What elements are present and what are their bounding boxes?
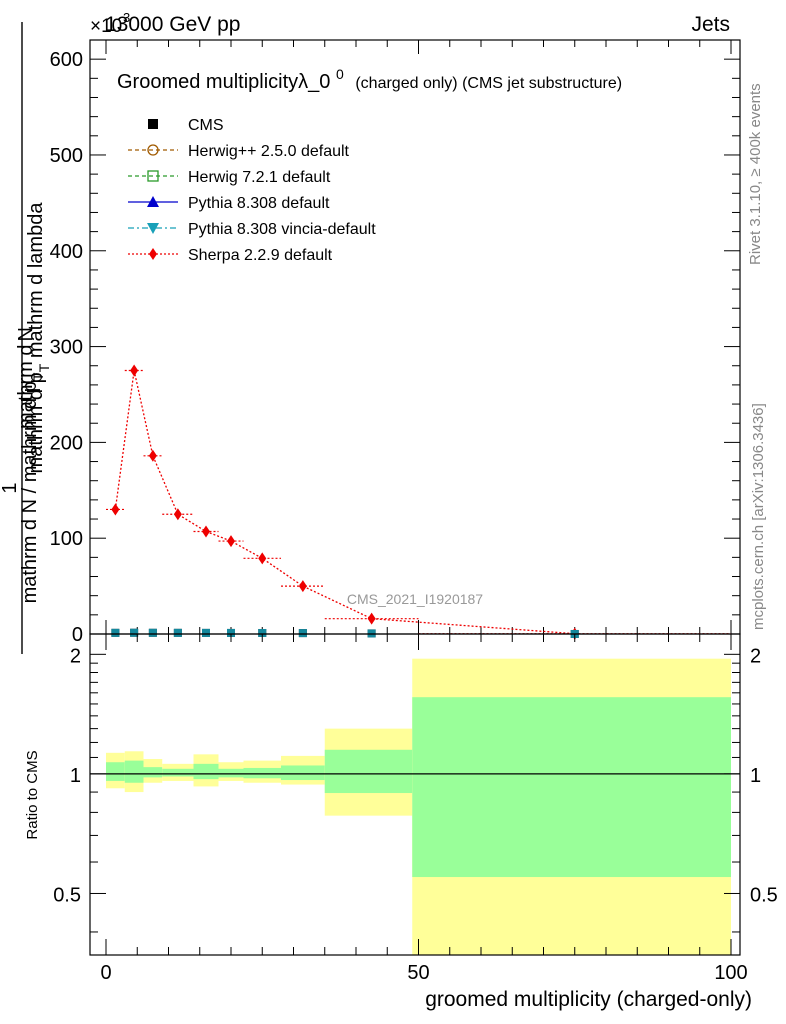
mc-overlap-point: [202, 628, 210, 637]
legend-label: Herwig++ 2.5.0 default: [188, 143, 350, 160]
ratio-x-tick-label: 100: [714, 962, 747, 984]
y-label-den-t: T: [30, 372, 46, 381]
sherpa-point: [130, 364, 139, 377]
legend-marker-pythia: [147, 196, 159, 207]
ratio-x-tick-label: 50: [407, 962, 429, 984]
exponent-power: 3: [123, 10, 130, 25]
plot-title: Groomed multiplicityλ_0 0 (charged only)…: [117, 62, 622, 93]
y-label-num-dp: mathrm d p: [25, 372, 47, 473]
y-label-numerator: 1: [0, 482, 21, 493]
sherpa-point: [298, 580, 307, 593]
sherpa-point: [258, 552, 267, 565]
main-y-tick-label: 400: [50, 241, 83, 263]
legend-marker-sherpa: [149, 248, 157, 260]
main-y-tick-label: 200: [50, 432, 83, 454]
y-label-num-main: mathrm d: [15, 344, 37, 428]
ratio-bands: [106, 658, 731, 955]
main-y-tick-label: 600: [50, 49, 83, 71]
legend-marker-herwig7: [147, 170, 159, 182]
main-y-tick-label: 0: [72, 624, 83, 646]
sherpa-point: [173, 508, 182, 521]
ratio-y-tick-label-right: 2: [750, 645, 761, 667]
main-y-tick-label: 500: [50, 145, 83, 167]
mc-overlap-point: [173, 628, 182, 637]
header-left: 13000 GeV pp: [105, 13, 240, 36]
ratio-inner-band: [218, 768, 244, 778]
ratio-panel: 0.5 0.5 1 1 2 2 0 50 100: [53, 633, 778, 984]
y-label-denominator: mathrm d N / mathrm d pT: [19, 372, 46, 603]
ratio-inner-band: [162, 768, 194, 777]
mc-overlap-point: [130, 628, 139, 637]
ratio-inner-band: [324, 749, 413, 794]
ratio-inner-band: [281, 765, 325, 781]
sherpa-line: [114, 370, 575, 635]
y-label-num-n: N: [15, 327, 37, 341]
mc-overlap-point: [111, 628, 120, 637]
main-y-tick-label: 100: [50, 528, 83, 550]
ratio-y-tick-label-right: 1: [750, 765, 761, 787]
ratio-y-tick-label-right: 0.5: [750, 884, 778, 906]
ratio-x-ticks: 0 50 100: [100, 634, 748, 984]
legend: CMS Herwig++ 2.5.0 default Herwig 7.2.1 de…: [128, 117, 376, 264]
legend-label: Pythia 8.308 vincia-default: [188, 221, 376, 238]
y-label-top-line3: mathrm d pT mathrm d lambda: [25, 202, 52, 474]
ratio-y-tick-label: 2: [70, 645, 81, 667]
plot-title-main: Groomed multiplicityλ_0: [117, 71, 330, 93]
y-label-num-dlambda: mathrm d lambda: [25, 202, 47, 364]
x-axis-label: groomed multiplicity (charged-only): [425, 988, 752, 1011]
ratio-inner-band: [412, 697, 731, 878]
header-right: Jets: [691, 13, 730, 36]
mc-overlap-point: [148, 628, 157, 637]
analysis-tag: CMS_2021_I1920187: [347, 591, 483, 607]
legend-marker-herwigpp: [147, 144, 159, 156]
sherpa-point: [111, 503, 120, 516]
ratio-inner-band: [193, 763, 219, 780]
mc-overlap-point: [298, 629, 307, 638]
sherpa-point: [148, 449, 157, 462]
plot-title-sup: 0: [336, 66, 344, 82]
sherpa-point: [202, 525, 210, 538]
main-y-label: mathrm dN mathrm d pT mathrm d lambda 1 …: [0, 22, 52, 654]
legend-label: Pythia 8.308 default: [188, 195, 330, 212]
legend-marker-cms: [148, 119, 158, 129]
ratio-inner-band: [106, 762, 125, 781]
ratio-inner-band: [143, 767, 163, 778]
ratio-y-tick-label: 1: [70, 765, 81, 787]
plot-title-suffix: (charged only) (CMS jet substructure): [355, 75, 622, 92]
main-y-ticks: 0 100 200 300 400 500 600: [50, 49, 740, 646]
ratio-y-label: Ratio to CMS: [24, 750, 41, 839]
sherpa-point: [367, 612, 376, 625]
ratio-inner-band: [124, 760, 144, 783]
legend-label: Herwig 7.2.1 default: [188, 169, 331, 186]
legend-marker-vincia: [147, 223, 159, 234]
mcplots-note: mcplots.cern.ch [arXiv:1306.3436]: [750, 403, 767, 630]
mc-overlap-point: [258, 628, 267, 637]
legend-label: Sherpa 2.2.9 default: [188, 247, 333, 264]
mc-overlap-point: [227, 628, 235, 637]
main-panel: 0 100 200 300 400 500 600: [50, 39, 741, 646]
y-label-top-line1: mathrm d N: [15, 327, 37, 429]
ratio-y-ticks: 0.5 0.5 1 1 2 2: [53, 645, 778, 933]
ratio-x-tick-label: 0: [100, 962, 111, 984]
ratio-frame-border: [89, 633, 741, 956]
legend-label: CMS: [188, 117, 224, 134]
exponent-label: ×10: [90, 16, 122, 37]
ratio-y-tick-label: 0.5: [53, 884, 81, 906]
ratio-inner-band: [243, 767, 281, 779]
main-y-tick-label: 300: [50, 337, 83, 359]
sherpa-point: [227, 535, 235, 548]
rivet-note: Rivet 3.1.10, ≥ 400k events: [747, 83, 764, 265]
y-label-num-t: T: [36, 363, 52, 372]
y-label-den-main: mathrm d N / mathrm d p: [19, 381, 41, 603]
